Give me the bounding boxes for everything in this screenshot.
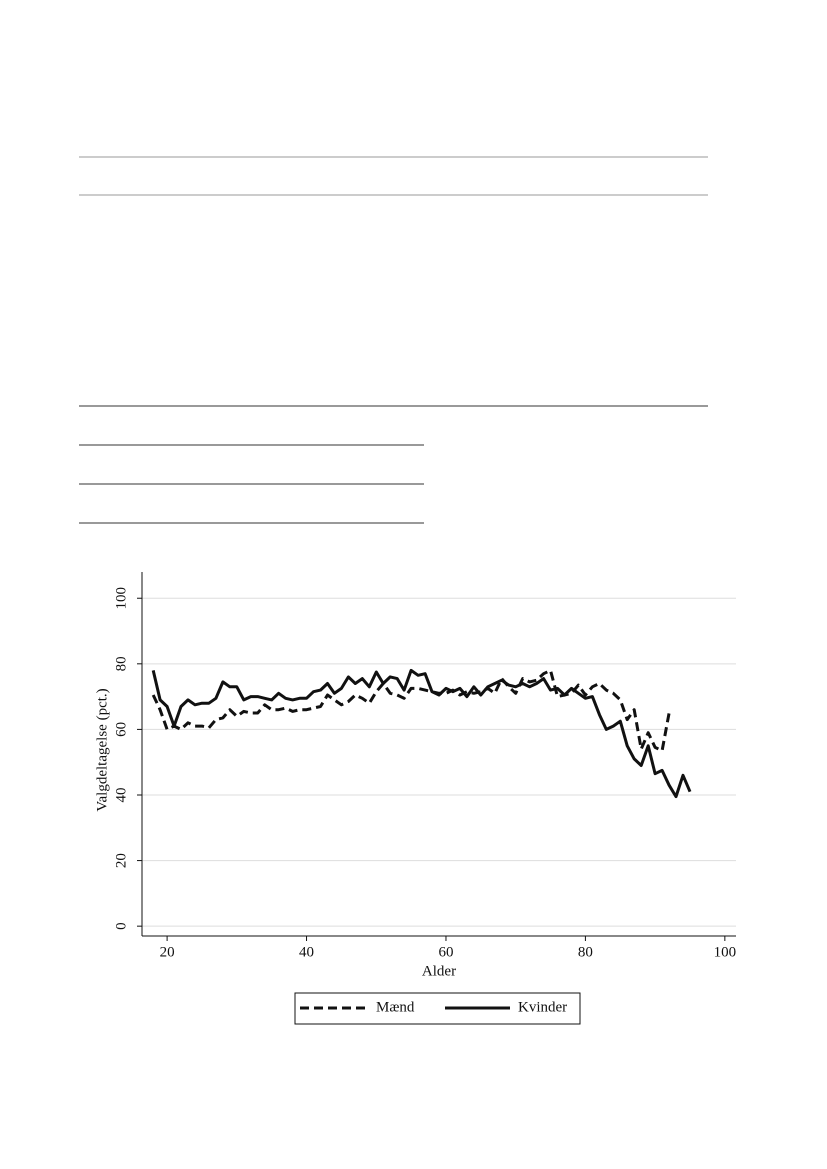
y-tick-label: 40: [113, 787, 129, 802]
legend-label: Mænd: [376, 999, 415, 1015]
x-tick-label: 40: [299, 944, 314, 960]
y-tick-label: 60: [113, 722, 129, 737]
y-tick-label: 100: [113, 587, 129, 610]
legend-box: [294, 992, 581, 1025]
legend-label: Kvinder: [518, 999, 567, 1015]
x-tick-label: 20: [160, 944, 175, 960]
x-tick-label: 80: [578, 944, 593, 960]
x-tick-label: 60: [438, 944, 453, 960]
series-line: [151, 668, 671, 753]
x-tick-label: 100: [714, 944, 737, 960]
y-axis-label: Valgdeltagelse (pct.): [94, 688, 110, 811]
y-tick-label: 80: [113, 656, 129, 671]
y-tick-label: 20: [113, 853, 129, 868]
series-line: [151, 668, 692, 799]
x-axis-label: Alder: [422, 963, 456, 979]
y-tick-label: 0: [113, 922, 129, 930]
